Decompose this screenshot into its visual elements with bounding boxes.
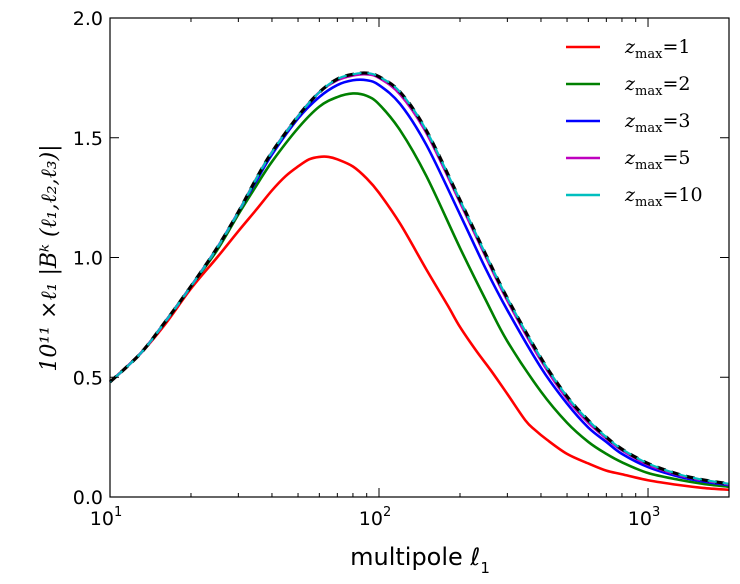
legend-label-1: zmax=2 xyxy=(624,73,690,99)
series-layer xyxy=(108,71,730,492)
y-tick-label: 0.0 xyxy=(73,487,103,509)
x-axis-label: multipole ℓ1 xyxy=(350,543,490,577)
legend-label-3: zmax=5 xyxy=(624,147,690,173)
legend-label-0: zmax=1 xyxy=(624,36,690,62)
legend: zmax=1 zmax=2 zmax=3 zmax=5 zmax=10 xyxy=(566,36,703,210)
series-line-5 xyxy=(109,71,730,485)
legend-label-5: zmax=10 xyxy=(624,184,703,210)
y-tick-label: 0.5 xyxy=(73,367,103,389)
x-tick-label: 102 xyxy=(359,505,391,530)
tick-layer: 101 102 103 0.0 0.5 1.0 1.5 2.0 xyxy=(73,8,730,530)
y-tick-label: 1.5 xyxy=(73,128,103,150)
plot-frame xyxy=(109,17,730,498)
x-tick-label: 103 xyxy=(628,505,660,530)
y-axis-label: 10¹¹ ×ℓ₁ |Bᵏ (ℓ₁,ℓ₂,ℓ₃)| xyxy=(37,144,62,371)
y-tick-label: 1.0 xyxy=(73,248,103,270)
series-line-0 xyxy=(109,155,730,492)
legend-label-2: zmax=3 xyxy=(624,110,690,136)
x-tick-label: 101 xyxy=(90,505,122,530)
y-tick-label: 2.0 xyxy=(73,8,103,30)
